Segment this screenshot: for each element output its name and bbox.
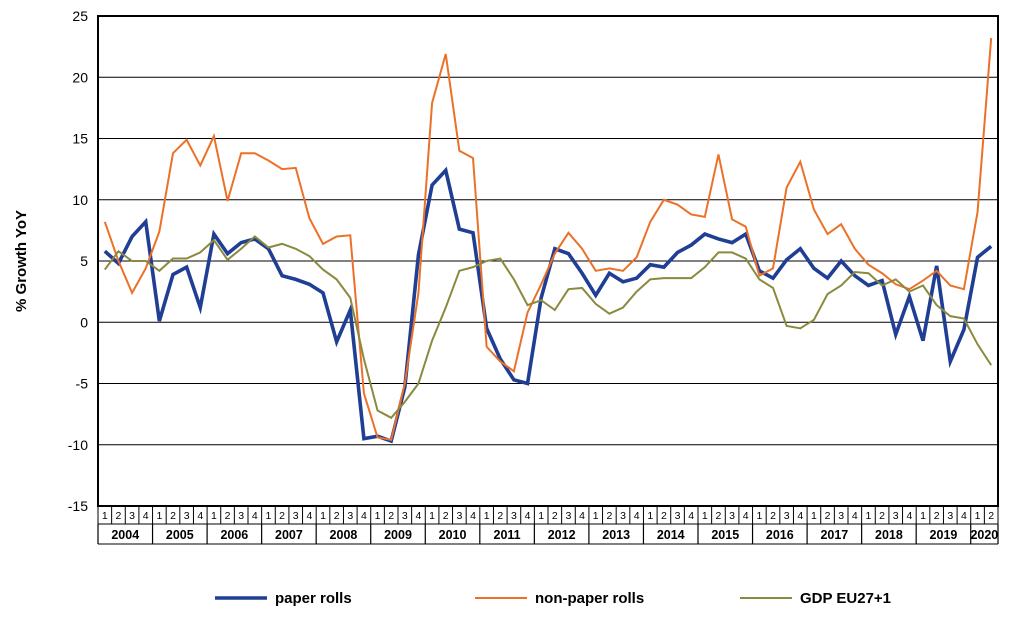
x-quarter-label: 3 [129,510,135,522]
x-quarter-label: 4 [906,510,912,522]
y-tick-label: 15 [72,131,88,147]
x-quarter-label: 1 [211,510,217,522]
x-quarter-label: 1 [866,510,872,522]
x-quarter-label: 4 [470,510,476,522]
x-quarter-label: 1 [156,510,162,522]
y-tick-label: 20 [72,69,88,85]
x-quarter-label: 3 [675,510,681,522]
x-year-label: 2008 [330,528,358,542]
x-year-label: 2009 [384,528,412,542]
x-quarter-label: 2 [934,510,940,522]
y-axis-title: % Growth YoY [13,210,30,312]
x-quarter-label: 4 [306,510,312,522]
x-quarter-label: 4 [361,510,367,522]
x-quarter-label: 4 [961,510,967,522]
x-year-label: 2007 [275,528,303,542]
x-quarter-label: 2 [497,510,503,522]
x-year-label: 2005 [166,528,194,542]
x-quarter-label: 1 [647,510,653,522]
x-quarter-label: 3 [293,510,299,522]
x-quarter-label: 4 [579,510,585,522]
y-tick-label: 0 [80,314,88,330]
x-quarter-label: 1 [593,510,599,522]
x-quarter-label: 3 [184,510,190,522]
x-quarter-label: 2 [116,510,122,522]
x-quarter-label: 1 [920,510,926,522]
x-year-label: 2014 [657,528,685,542]
x-quarter-label: 3 [729,510,735,522]
growth-chart: -15-10-505101520251234123412341234123412… [0,0,1024,624]
x-quarter-label: 1 [538,510,544,522]
x-quarter-label: 1 [484,510,490,522]
x-quarter-label: 2 [716,510,722,522]
x-quarter-label: 4 [252,510,258,522]
x-quarter-label: 2 [225,510,231,522]
x-quarter-label: 1 [811,510,817,522]
x-year-label: 2018 [875,528,903,542]
x-quarter-label: 2 [170,510,176,522]
x-quarter-label: 2 [988,510,994,522]
x-quarter-label: 3 [784,510,790,522]
x-quarter-label: 3 [838,510,844,522]
x-quarter-label: 4 [852,510,858,522]
x-quarter-label: 3 [511,510,517,522]
x-quarter-label: 3 [566,510,572,522]
x-quarter-label: 2 [552,510,558,522]
y-tick-label: -10 [68,437,88,453]
x-quarter-label: 2 [825,510,831,522]
x-quarter-label: 2 [443,510,449,522]
x-year-label: 2004 [111,528,139,542]
x-quarter-label: 4 [743,510,749,522]
x-year-label: 2019 [930,528,958,542]
x-year-label: 2020 [970,528,998,542]
x-quarter-label: 3 [456,510,462,522]
x-quarter-label: 4 [197,510,203,522]
x-quarter-label: 2 [388,510,394,522]
x-quarter-label: 1 [702,510,708,522]
y-tick-label: 5 [80,253,88,269]
x-quarter-label: 2 [770,510,776,522]
x-quarter-label: 1 [756,510,762,522]
chart-svg: -15-10-505101520251234123412341234123412… [0,0,1024,624]
x-year-label: 2017 [820,528,848,542]
x-quarter-label: 4 [688,510,694,522]
x-quarter-label: 3 [893,510,899,522]
x-year-label: 2016 [766,528,794,542]
x-quarter-label: 1 [102,510,108,522]
x-quarter-label: 3 [947,510,953,522]
legend-label-non_paper_rolls: non-paper rolls [535,590,644,607]
legend-label-paper_rolls: paper rolls [275,590,352,607]
x-quarter-label: 2 [279,510,285,522]
x-quarter-label: 3 [402,510,408,522]
x-year-label: 2015 [711,528,739,542]
x-quarter-label: 2 [334,510,340,522]
y-tick-label: 10 [72,192,88,208]
x-quarter-label: 1 [375,510,381,522]
x-quarter-label: 4 [797,510,803,522]
x-quarter-label: 1 [320,510,326,522]
x-quarter-label: 3 [238,510,244,522]
y-tick-label: 25 [72,8,88,24]
y-tick-label: -15 [68,498,88,514]
x-quarter-label: 1 [266,510,272,522]
y-tick-label: -5 [76,376,89,392]
x-quarter-label: 4 [143,510,149,522]
x-quarter-label: 1 [429,510,435,522]
x-quarter-label: 4 [525,510,531,522]
legend-label-gdp_eu27_1: GDP EU27+1 [800,590,891,607]
x-quarter-label: 4 [416,510,422,522]
x-quarter-label: 2 [606,510,612,522]
x-year-label: 2013 [602,528,630,542]
x-quarter-label: 3 [620,510,626,522]
x-year-label: 2006 [220,528,248,542]
x-year-label: 2012 [548,528,576,542]
x-year-label: 2011 [494,528,521,542]
x-quarter-label: 3 [347,510,353,522]
x-year-label: 2010 [439,528,467,542]
x-quarter-label: 2 [661,510,667,522]
x-quarter-label: 1 [975,510,981,522]
x-quarter-label: 2 [879,510,885,522]
x-quarter-label: 4 [634,510,640,522]
